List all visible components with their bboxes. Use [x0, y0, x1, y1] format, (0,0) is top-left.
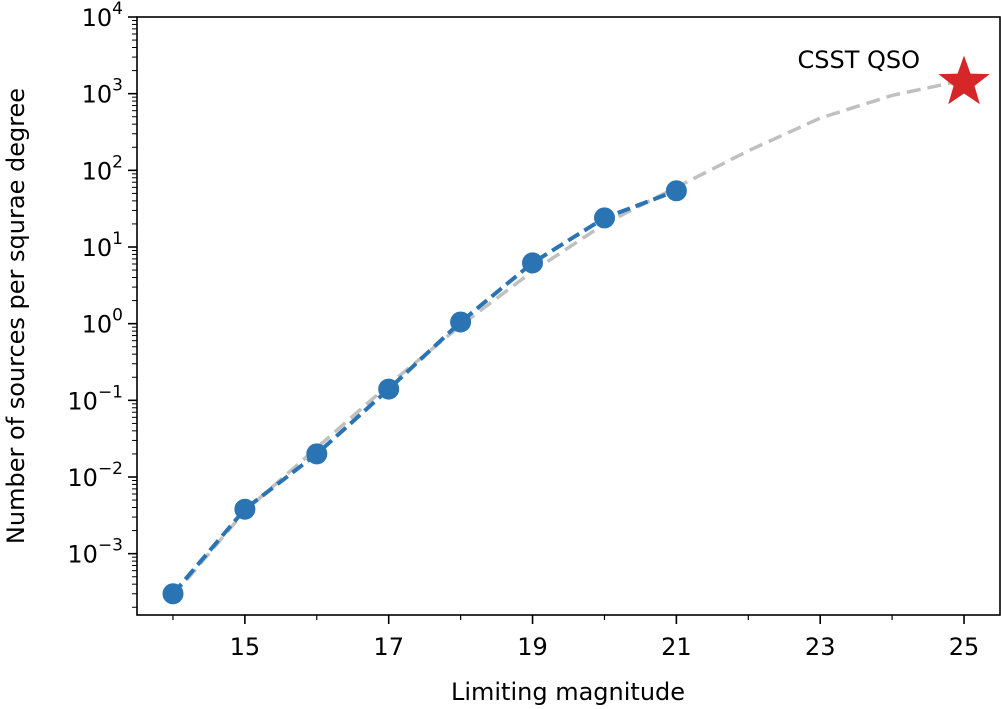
lines-layer: [171, 78, 965, 598]
data-point: [594, 207, 615, 229]
y-tick-label: 103: [82, 76, 123, 109]
data-point: [450, 311, 472, 333]
x-tick-label: 19: [517, 633, 548, 661]
x-tick-label: 23: [805, 633, 836, 661]
data-point: [665, 180, 687, 202]
x-tick-label: 25: [949, 633, 980, 661]
markers-layer: [162, 55, 990, 605]
x-tick-label: 17: [373, 633, 404, 661]
star-marker: [938, 55, 990, 105]
annotation-label: CSST QSO: [797, 46, 920, 74]
data-point: [522, 252, 543, 274]
data-point: [234, 498, 256, 520]
series-line-1: [171, 188, 678, 596]
series-line-0: [171, 78, 965, 598]
y-tick-label: 102: [82, 152, 123, 185]
y-tick-label: 100: [82, 306, 123, 339]
y-tick-label: 104: [82, 0, 123, 32]
y-tick-label: 101: [82, 229, 123, 262]
x-tick-label: 21: [661, 633, 692, 661]
data-point: [306, 443, 328, 465]
y-axis-label: Number of sources per squrae degree: [2, 88, 30, 544]
y-axis: 10−3 10−2 10−1 100 101 102 103 104: [67, 0, 137, 608]
data-point: [162, 583, 184, 605]
data-point: [378, 378, 400, 400]
y-tick-label: 10−1: [67, 382, 123, 415]
x-axis-label: Limiting magnitude: [451, 678, 685, 706]
x-axis: 15 17 19 21 23 25: [172, 615, 980, 661]
y-tick-label: 10−3: [67, 536, 123, 569]
y-tick-label: 10−2: [67, 459, 123, 492]
plot-frame: [136, 16, 1001, 616]
x-tick-label: 15: [230, 633, 261, 661]
